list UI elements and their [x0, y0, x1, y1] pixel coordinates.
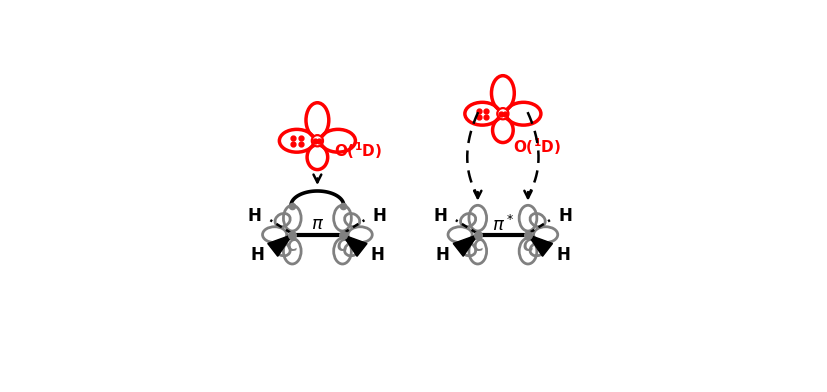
Text: C: C — [286, 239, 298, 254]
Text: C: C — [337, 239, 347, 254]
Text: H: H — [250, 245, 264, 263]
Text: H: H — [433, 207, 447, 225]
Text: C: C — [522, 239, 533, 254]
Text: H: H — [557, 207, 571, 225]
Text: $\pi$: $\pi$ — [310, 214, 323, 232]
Polygon shape — [267, 235, 292, 256]
Circle shape — [496, 108, 509, 120]
Text: O($^{\mathbf{1}}$D): O($^{\mathbf{1}}$D) — [333, 140, 381, 161]
Text: H: H — [556, 245, 569, 263]
Polygon shape — [342, 235, 366, 256]
Polygon shape — [528, 235, 552, 256]
Circle shape — [311, 135, 323, 147]
Circle shape — [313, 137, 321, 145]
Circle shape — [499, 110, 506, 118]
Text: $\pi^*$: $\pi^*$ — [491, 214, 514, 235]
Text: H: H — [372, 207, 386, 225]
Text: H: H — [370, 245, 384, 263]
Text: H: H — [247, 207, 261, 225]
Text: H: H — [435, 245, 449, 263]
Text: C: C — [471, 239, 483, 254]
Text: O($^{\mathbf{1}}$D): O($^{\mathbf{1}}$D) — [512, 136, 560, 157]
Polygon shape — [452, 235, 477, 256]
